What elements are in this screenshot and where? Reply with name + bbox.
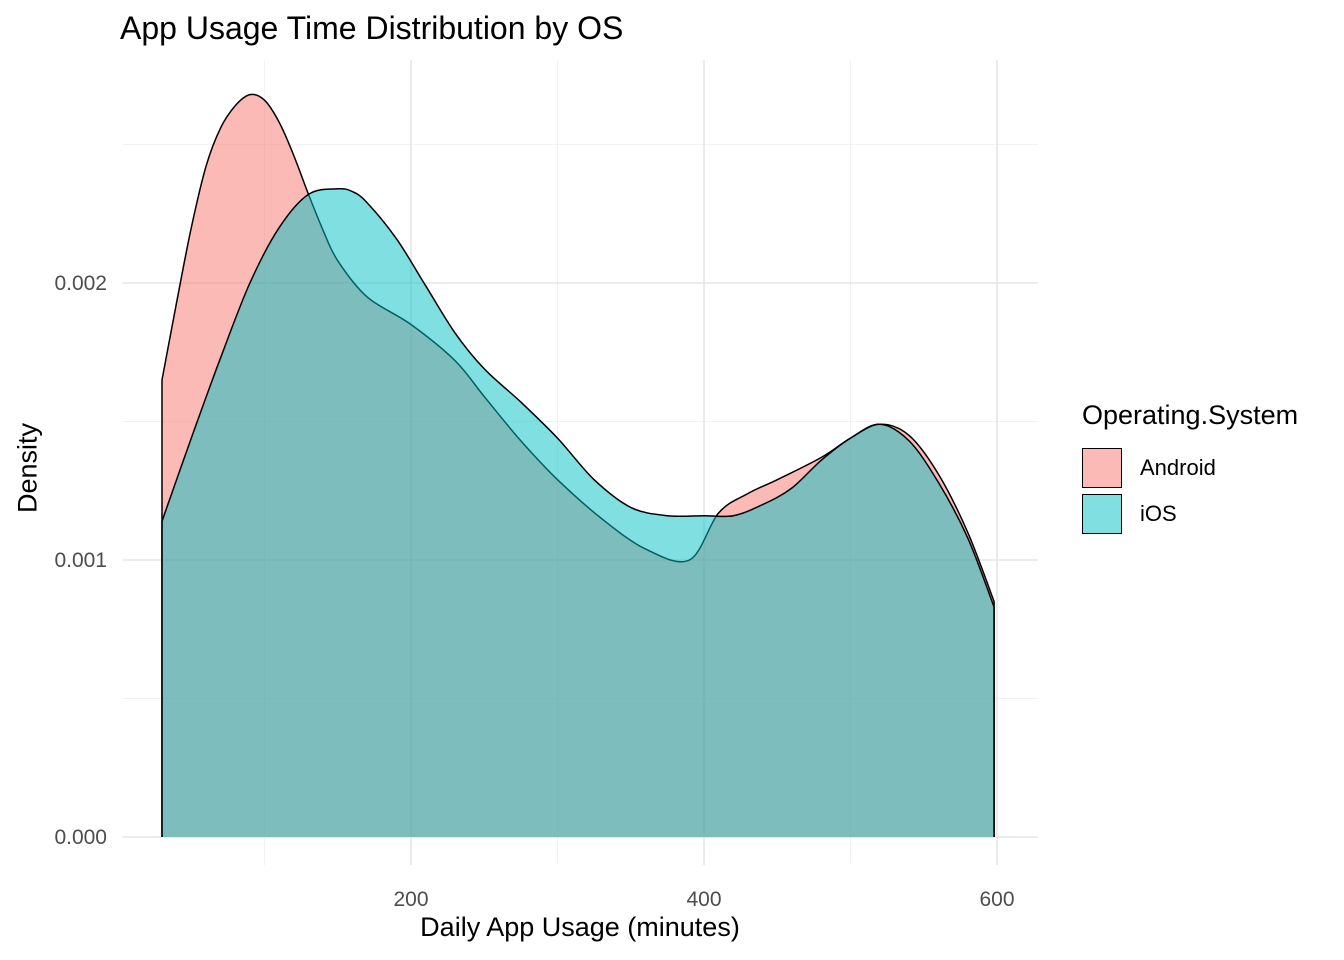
x-axis-label: Daily App Usage (minutes): [420, 912, 740, 942]
legend-item-android: Android: [1082, 445, 1332, 491]
chart-title: App Usage Time Distribution by OS: [120, 10, 624, 46]
y-axis-label: Density: [12, 422, 43, 514]
legend-key-ios: [1082, 494, 1122, 534]
y-tick-label: 0.002: [54, 272, 107, 295]
density-outline-ios: [161, 187, 995, 837]
legend-key-android: [1082, 448, 1122, 488]
y-tick-label: 0.001: [54, 549, 107, 572]
x-tick-label: 600: [979, 888, 1014, 911]
x-tick-label: 400: [686, 888, 721, 911]
legend-label-ios: iOS: [1140, 501, 1177, 526]
legend-title: Operating.System: [1082, 400, 1299, 430]
legend-label-android: Android: [1140, 455, 1216, 480]
y-tick-label: 0.000: [54, 826, 107, 849]
x-tick-label: 200: [394, 888, 429, 911]
legend-item-ios: iOS: [1082, 491, 1332, 537]
legend: Operating.System Android iOS: [1082, 400, 1332, 537]
density-area-ios: [162, 188, 995, 837]
